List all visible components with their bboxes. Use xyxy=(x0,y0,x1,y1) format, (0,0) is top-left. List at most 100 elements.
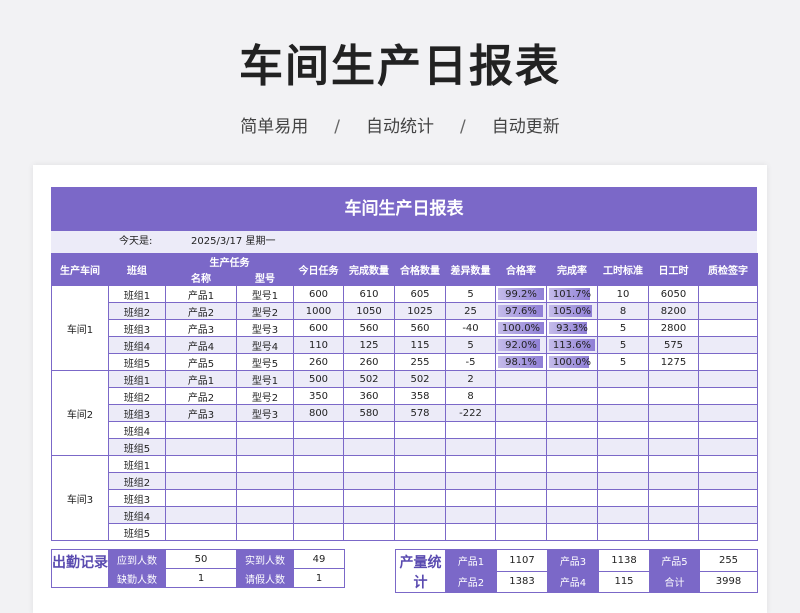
qc-sign-cell[interactable] xyxy=(698,489,758,507)
team-cell[interactable]: 班组1 xyxy=(108,370,166,388)
team-cell[interactable]: 班组3 xyxy=(108,404,166,422)
day-hours-cell[interactable]: 6050 xyxy=(648,285,699,303)
done-rate-cell[interactable] xyxy=(546,438,598,456)
team-cell[interactable]: 班组4 xyxy=(108,421,166,439)
qc-sign-cell[interactable] xyxy=(698,319,758,337)
pass-rate-cell[interactable]: 100.0% xyxy=(495,319,547,337)
diff-qty-cell[interactable]: 8 xyxy=(445,387,496,405)
today-task-cell[interactable]: 110 xyxy=(293,336,344,354)
model-cell[interactable] xyxy=(236,455,294,473)
product-name-cell[interactable]: 产品2 xyxy=(165,387,237,405)
team-cell[interactable]: 班组2 xyxy=(108,472,166,490)
today-task-cell[interactable] xyxy=(293,438,344,456)
done-qty-cell[interactable]: 260 xyxy=(343,353,395,371)
model-cell[interactable] xyxy=(236,523,294,541)
qc-sign-cell[interactable] xyxy=(698,506,758,524)
qc-sign-cell[interactable] xyxy=(698,404,758,422)
std-hours-cell[interactable] xyxy=(597,455,649,473)
qc-sign-cell[interactable] xyxy=(698,438,758,456)
pass-rate-cell[interactable]: 98.1% xyxy=(495,353,547,371)
std-hours-cell[interactable] xyxy=(597,523,649,541)
done-qty-cell[interactable]: 502 xyxy=(343,370,395,388)
today-task-cell[interactable]: 1000 xyxy=(293,302,344,320)
done-rate-cell[interactable] xyxy=(546,506,598,524)
team-cell[interactable]: 班组3 xyxy=(108,319,166,337)
model-cell[interactable]: 型号2 xyxy=(236,387,294,405)
team-cell[interactable]: 班组1 xyxy=(108,455,166,473)
day-hours-cell[interactable] xyxy=(648,387,699,405)
model-cell[interactable] xyxy=(236,489,294,507)
std-hours-cell[interactable] xyxy=(597,370,649,388)
diff-qty-cell[interactable] xyxy=(445,438,496,456)
day-hours-cell[interactable]: 1275 xyxy=(648,353,699,371)
done-qty-cell[interactable] xyxy=(343,523,395,541)
done-rate-cell[interactable]: 101.7% xyxy=(546,285,598,303)
product-name-cell[interactable] xyxy=(165,506,237,524)
day-hours-cell[interactable] xyxy=(648,472,699,490)
diff-qty-cell[interactable] xyxy=(445,506,496,524)
done-rate-cell[interactable] xyxy=(546,472,598,490)
model-cell[interactable]: 型号3 xyxy=(236,404,294,422)
done-rate-cell[interactable]: 100.0% xyxy=(546,353,598,371)
std-hours-cell[interactable] xyxy=(597,387,649,405)
day-hours-cell[interactable] xyxy=(648,438,699,456)
done-qty-cell[interactable]: 1050 xyxy=(343,302,395,320)
done-rate-cell[interactable] xyxy=(546,404,598,422)
output-value[interactable]: 1138 xyxy=(598,549,650,572)
today-task-cell[interactable]: 350 xyxy=(293,387,344,405)
std-hours-cell[interactable] xyxy=(597,438,649,456)
qc-sign-cell[interactable] xyxy=(698,353,758,371)
model-cell[interactable] xyxy=(236,506,294,524)
attendance-value[interactable]: 1 xyxy=(165,568,237,588)
pass-qty-cell[interactable] xyxy=(394,472,446,490)
model-cell[interactable]: 型号4 xyxy=(236,336,294,354)
today-value[interactable]: 2025/3/17 星期一 xyxy=(191,236,276,247)
diff-qty-cell[interactable] xyxy=(445,523,496,541)
done-qty-cell[interactable]: 560 xyxy=(343,319,395,337)
pass-qty-cell[interactable] xyxy=(394,438,446,456)
done-qty-cell[interactable]: 360 xyxy=(343,387,395,405)
output-value[interactable]: 115 xyxy=(598,570,650,593)
done-qty-cell[interactable]: 610 xyxy=(343,285,395,303)
today-task-cell[interactable] xyxy=(293,455,344,473)
team-cell[interactable]: 班组5 xyxy=(108,438,166,456)
team-cell[interactable]: 班组5 xyxy=(108,353,166,371)
diff-qty-cell[interactable] xyxy=(445,421,496,439)
pass-qty-cell[interactable]: 255 xyxy=(394,353,446,371)
pass-qty-cell[interactable] xyxy=(394,421,446,439)
pass-qty-cell[interactable]: 115 xyxy=(394,336,446,354)
std-hours-cell[interactable] xyxy=(597,404,649,422)
output-value[interactable]: 1383 xyxy=(496,570,548,593)
pass-qty-cell[interactable] xyxy=(394,455,446,473)
team-cell[interactable]: 班组3 xyxy=(108,489,166,507)
model-cell[interactable] xyxy=(236,421,294,439)
product-name-cell[interactable] xyxy=(165,455,237,473)
pass-rate-cell[interactable] xyxy=(495,421,547,439)
qc-sign-cell[interactable] xyxy=(698,523,758,541)
pass-qty-cell[interactable]: 605 xyxy=(394,285,446,303)
diff-qty-cell[interactable]: 5 xyxy=(445,285,496,303)
pass-qty-cell[interactable]: 578 xyxy=(394,404,446,422)
pass-qty-cell[interactable]: 502 xyxy=(394,370,446,388)
done-rate-cell[interactable] xyxy=(546,523,598,541)
team-cell[interactable]: 班组4 xyxy=(108,336,166,354)
product-name-cell[interactable] xyxy=(165,472,237,490)
today-task-cell[interactable]: 600 xyxy=(293,319,344,337)
today-task-cell[interactable] xyxy=(293,421,344,439)
model-cell[interactable]: 型号3 xyxy=(236,319,294,337)
std-hours-cell[interactable] xyxy=(597,506,649,524)
qc-sign-cell[interactable] xyxy=(698,421,758,439)
product-name-cell[interactable] xyxy=(165,421,237,439)
product-name-cell[interactable]: 产品2 xyxy=(165,302,237,320)
product-name-cell[interactable]: 产品3 xyxy=(165,404,237,422)
pass-qty-cell[interactable] xyxy=(394,506,446,524)
done-qty-cell[interactable]: 125 xyxy=(343,336,395,354)
done-qty-cell[interactable] xyxy=(343,455,395,473)
done-rate-cell[interactable] xyxy=(546,387,598,405)
qc-sign-cell[interactable] xyxy=(698,472,758,490)
attendance-value[interactable]: 50 xyxy=(165,549,237,569)
done-rate-cell[interactable]: 105.0% xyxy=(546,302,598,320)
pass-rate-cell[interactable] xyxy=(495,370,547,388)
product-name-cell[interactable]: 产品1 xyxy=(165,285,237,303)
product-name-cell[interactable]: 产品4 xyxy=(165,336,237,354)
